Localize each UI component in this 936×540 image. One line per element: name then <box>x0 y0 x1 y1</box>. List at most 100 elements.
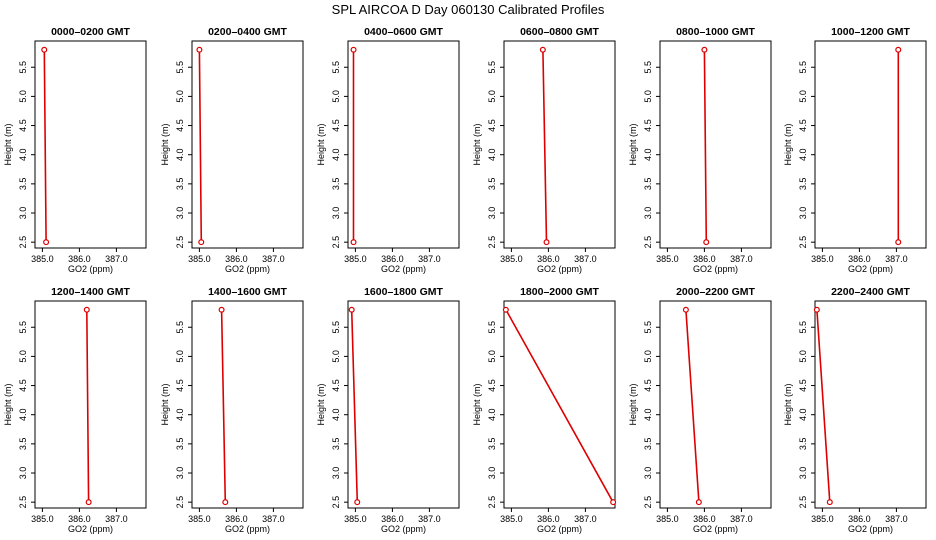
y-tick-label: 2.5 <box>643 496 653 509</box>
x-tick-label: 385.0 <box>656 254 679 264</box>
data-point <box>502 306 509 313</box>
chart-panel: 1600–1800 GMT 385.0 386.0 387.0 2.5 3.0 3.5 4.0… <box>316 286 460 534</box>
x-tick-label: 387.0 <box>730 514 753 524</box>
x-tick-label: 387.0 <box>730 254 753 264</box>
y-axis-label: Height (m) <box>628 383 638 425</box>
y-tick-label: 4.0 <box>798 148 808 161</box>
data-point <box>895 239 902 246</box>
y-tick-label: 4.5 <box>487 379 497 392</box>
y-tick-label: 4.5 <box>643 119 653 132</box>
y-tick-label: 5.0 <box>175 350 185 363</box>
data-point <box>222 499 229 506</box>
x-tick-label: 386.0 <box>68 254 91 264</box>
y-tick-label: 2.5 <box>331 236 341 249</box>
data-point <box>703 239 710 246</box>
panel-grid: 0000–0200 GMT 385.0 386.0 387.0 2.5 3.0 3.5 4.0… <box>3 26 927 534</box>
y-tick-label: 4.0 <box>643 408 653 421</box>
y-tick-label: 5.0 <box>798 90 808 103</box>
chart-panel: 1800–2000 GMT 385.0 386.0 387.0 2.5 3.0 3.5 4.0… <box>472 286 617 534</box>
data-point <box>539 46 546 53</box>
data-point <box>218 306 225 313</box>
y-tick-label: 3.5 <box>331 438 341 451</box>
profile-line <box>542 49 548 243</box>
y-tick-label: 3.5 <box>18 178 28 191</box>
y-tick-label: 5.5 <box>643 61 653 74</box>
y-tick-label: 5.0 <box>18 350 28 363</box>
chart-panel: 0000–0200 GMT 385.0 386.0 387.0 2.5 3.0 3.5 4.0… <box>3 26 147 274</box>
y-tick-label: 4.5 <box>175 119 185 132</box>
y-tick-label: 4.0 <box>18 408 28 421</box>
data-point <box>41 46 48 53</box>
y-axis-label: Height (m) <box>160 383 170 425</box>
x-tick-label: 386.0 <box>381 514 404 524</box>
data-point <box>895 46 902 53</box>
figure-title: SPL AIRCOA D Day 060130 Calibrated Profi… <box>332 2 605 17</box>
y-tick-label: 5.0 <box>175 90 185 103</box>
x-tick-label: 387.0 <box>418 514 441 524</box>
x-tick-label: 385.0 <box>31 254 54 264</box>
y-tick-label: 4.0 <box>643 148 653 161</box>
plot-frame <box>659 40 772 249</box>
y-tick-label: 4.0 <box>487 148 497 161</box>
x-tick-label: 385.0 <box>811 514 834 524</box>
y-tick-label: 5.0 <box>643 90 653 103</box>
x-axis-label: GO2 (ppm) <box>693 264 738 274</box>
chart-panel: 1400–1600 GMT 385.0 386.0 387.0 2.5 3.0 3.5 4.0… <box>160 286 304 534</box>
x-tick-label: 385.0 <box>188 514 211 524</box>
data-point <box>826 499 833 506</box>
y-tick-label: 3.0 <box>18 467 28 480</box>
y-axis-label: Height (m) <box>783 123 793 165</box>
x-tick-label: 385.0 <box>811 254 834 264</box>
y-tick-label: 2.5 <box>487 496 497 509</box>
data-point <box>682 306 689 313</box>
plot-frame <box>347 300 460 509</box>
y-tick-label: 3.5 <box>175 438 185 451</box>
plot-frame <box>191 40 304 249</box>
y-tick-label: 5.5 <box>487 321 497 334</box>
x-tick-label: 385.0 <box>344 254 367 264</box>
chart-panel: 2200–2400 GMT 385.0 386.0 387.0 2.5 3.0 3.5 4.0… <box>783 286 927 534</box>
panel-title: 1000–1200 GMT <box>831 26 910 38</box>
data-point <box>85 499 92 506</box>
plot-frame <box>34 300 147 509</box>
data-point <box>83 306 90 313</box>
x-axis-label: GO2 (ppm) <box>848 264 893 274</box>
y-tick-label: 5.0 <box>643 350 653 363</box>
x-tick-label: 387.0 <box>418 254 441 264</box>
chart-panel: 2000–2200 GMT 385.0 386.0 387.0 2.5 3.0 3.5 4.0… <box>628 286 772 534</box>
x-tick-label: 387.0 <box>105 254 128 264</box>
chart-panel: 0800–1000 GMT 385.0 386.0 387.0 2.5 3.0 3.5 4.0… <box>628 26 772 274</box>
y-tick-label: 3.5 <box>487 178 497 191</box>
y-tick-label: 3.0 <box>331 467 341 480</box>
x-tick-label: 385.0 <box>344 514 367 524</box>
profile-line <box>86 309 90 503</box>
x-tick-label: 385.0 <box>656 514 679 524</box>
y-tick-label: 2.5 <box>798 496 808 509</box>
y-tick-label: 3.5 <box>175 178 185 191</box>
y-tick-label: 5.0 <box>331 350 341 363</box>
plot-frame <box>34 40 147 249</box>
x-tick-label: 387.0 <box>262 254 285 264</box>
y-axis-label: Height (m) <box>783 383 793 425</box>
y-tick-label: 3.5 <box>798 438 808 451</box>
plot-frame <box>659 300 772 509</box>
data-point <box>354 499 361 506</box>
plot-frame <box>191 300 304 509</box>
y-tick-label: 3.5 <box>487 438 497 451</box>
y-tick-label: 5.5 <box>643 321 653 334</box>
chart-panel: 0600–0800 GMT 385.0 386.0 387.0 2.5 3.0 3.5 4.0… <box>472 26 616 274</box>
y-tick-label: 4.5 <box>175 379 185 392</box>
y-axis-label: Height (m) <box>316 383 326 425</box>
y-axis-label: Height (m) <box>472 123 482 165</box>
profile-line <box>198 49 203 243</box>
y-tick-label: 4.0 <box>18 148 28 161</box>
y-tick-label: 5.5 <box>175 321 185 334</box>
y-tick-label: 3.0 <box>798 467 808 480</box>
y-tick-label: 4.5 <box>643 379 653 392</box>
x-axis-label: GO2 (ppm) <box>225 524 270 534</box>
data-point <box>348 306 355 313</box>
y-tick-label: 5.5 <box>331 61 341 74</box>
y-axis-label: Height (m) <box>472 383 482 425</box>
chart-panel: 0400–0600 GMT 385.0 386.0 387.0 2.5 3.0 3.5 4.0… <box>316 26 460 274</box>
y-tick-label: 3.0 <box>175 467 185 480</box>
